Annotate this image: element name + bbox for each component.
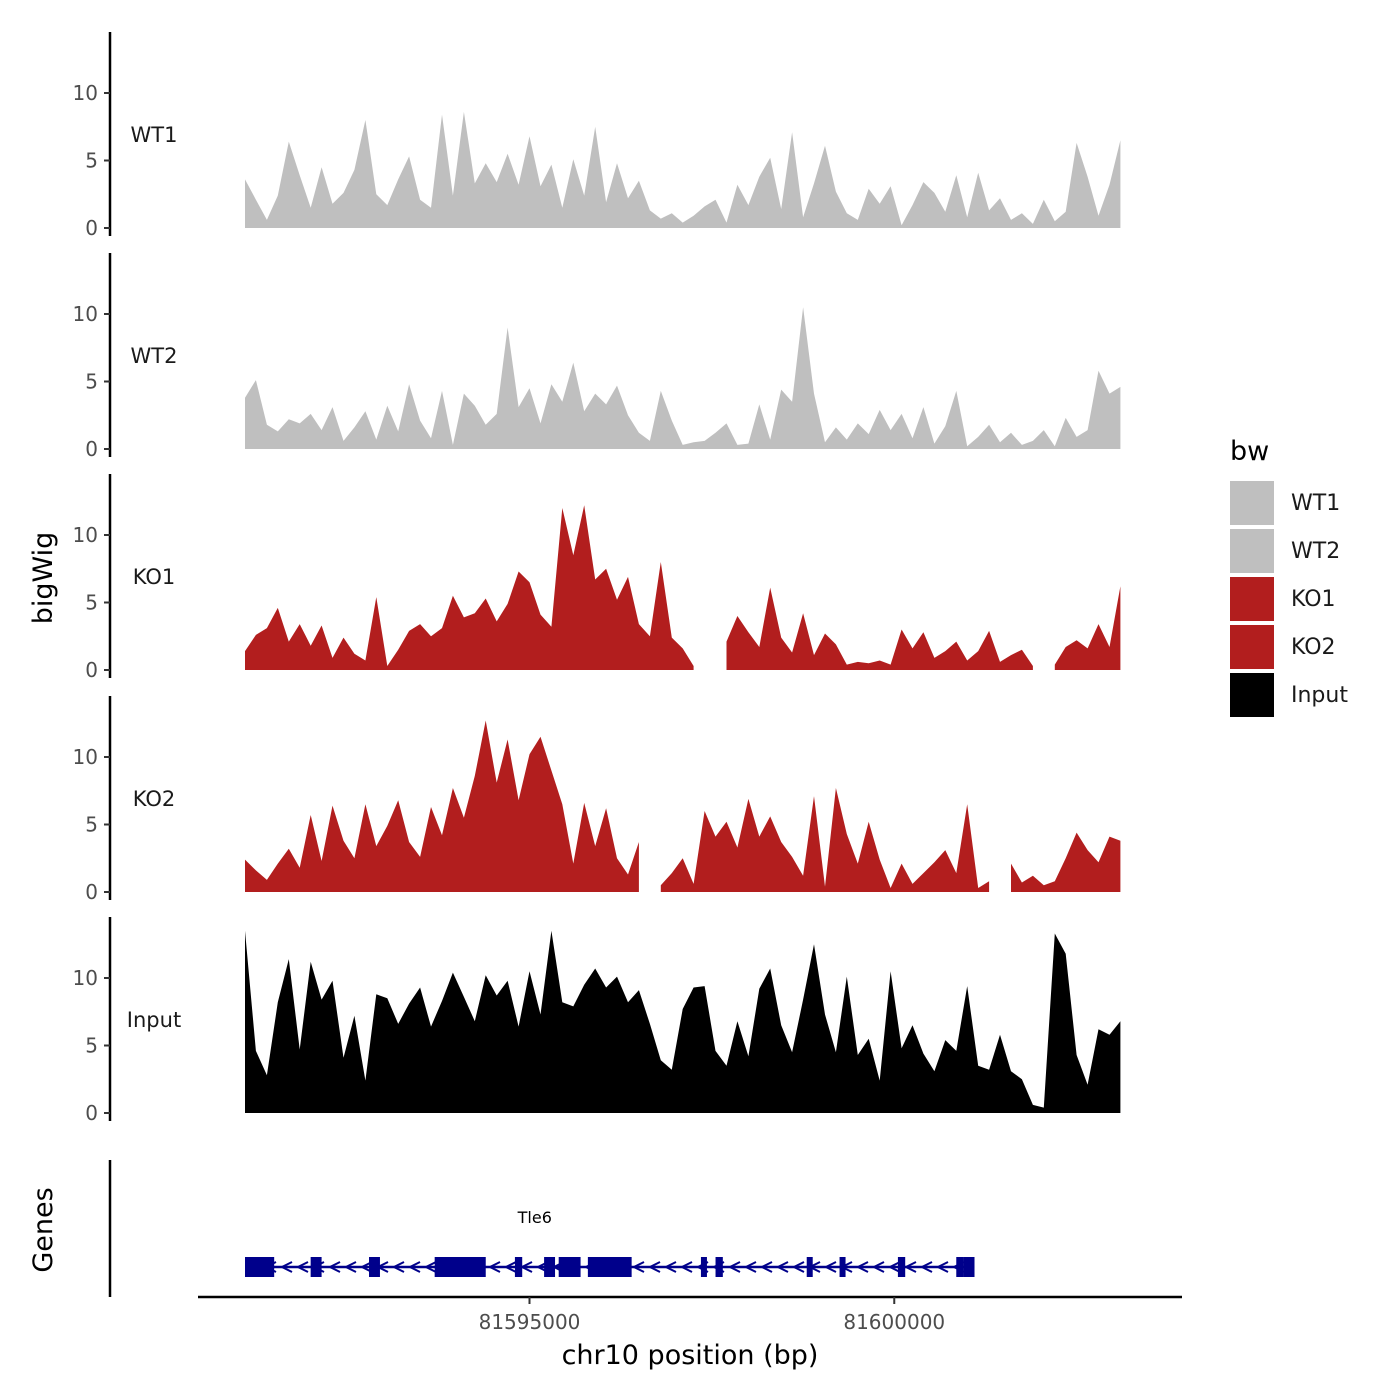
area-ko1-2: [1054, 586, 1121, 670]
gene-exon: [806, 1257, 813, 1277]
strand-arrow: [423, 1261, 437, 1273]
strand-arrow: [503, 1261, 517, 1273]
gene-exon: [434, 1257, 486, 1277]
gene-exon: [897, 1257, 906, 1277]
x-axis-title: chr10 position (bp): [562, 1340, 819, 1371]
x-tick-label: 81600000: [843, 1310, 945, 1334]
strand-arrow: [903, 1261, 917, 1273]
legend-label-wt2: WT2: [1291, 539, 1340, 564]
strand-arrow: [823, 1261, 837, 1273]
strand-arrow: [727, 1261, 741, 1273]
area-ko1-0: [245, 505, 694, 670]
gene-track: Tle6: [108, 1160, 975, 1297]
track-wt1: 0 5 10 WT1: [73, 32, 1121, 240]
track-label-wt2: WT2: [131, 344, 178, 368]
coverage-tracks: 0 5 10 WT1 0 5 10 WT2 0 5 10 KO1 0 5 10 KO2 0 5 10 Input: [73, 32, 1121, 1125]
legend-swatch-wt2: [1228, 527, 1276, 575]
legend: bw WT1 WT2 KO1 KO2 Input: [1228, 436, 1348, 719]
legend-label-ko2: KO2: [1291, 635, 1336, 660]
gene-exon: [245, 1257, 275, 1277]
gene-tle6: Tle6: [245, 1208, 975, 1277]
gene-exon: [700, 1257, 707, 1277]
x-axis: 81595000 81600000: [198, 1295, 1182, 1334]
gene-exon: [310, 1257, 322, 1277]
legend-label-input: Input: [1291, 683, 1348, 708]
gene-exon: [514, 1257, 523, 1277]
gene-exon: [956, 1257, 964, 1277]
y-axis-title: bigWig: [28, 532, 59, 625]
strand-arrow: [663, 1261, 677, 1273]
strand-arrow: [855, 1261, 869, 1273]
area-input-0: [245, 930, 1121, 1113]
area-ko1-1: [726, 587, 1033, 670]
track-wt2: 0 5 10 WT2: [73, 253, 1121, 461]
strand-arrow: [919, 1261, 933, 1273]
strand-arrow: [487, 1261, 501, 1273]
area-ko2-0: [245, 720, 639, 892]
strand-arrow: [407, 1261, 421, 1273]
strand-arrow: [279, 1261, 293, 1273]
strand-arrow: [887, 1261, 901, 1273]
legend-swatch-ko2: [1228, 623, 1276, 671]
strand-arrow: [343, 1261, 357, 1273]
strand-arrow: [775, 1261, 789, 1273]
y-tick-label: 5: [85, 591, 98, 615]
gene-exon: [587, 1257, 632, 1277]
track-label-input: Input: [127, 1008, 181, 1032]
gene-exon: [839, 1257, 846, 1277]
y-tick-label: 5: [85, 149, 98, 173]
legend-swatch-input: [1228, 671, 1276, 719]
strand-arrow: [743, 1261, 757, 1273]
y-tick-label: 10: [73, 302, 98, 326]
strand-arrow: [791, 1261, 805, 1273]
x-tick-label: 81595000: [479, 1310, 581, 1334]
y-tick-label: 10: [73, 966, 98, 990]
track-input: 0 5 10 Input: [73, 917, 1121, 1125]
area-wt2-0: [245, 307, 1121, 449]
strand-arrow: [871, 1261, 885, 1273]
gene-exon: [369, 1257, 380, 1277]
gene-track-title: Genes: [28, 1187, 59, 1272]
track-label-ko2: KO2: [133, 787, 176, 811]
gene-label: Tle6: [517, 1208, 552, 1227]
y-tick-label: 10: [73, 745, 98, 769]
track-label-ko1: KO1: [133, 565, 176, 589]
strand-arrow: [327, 1261, 341, 1273]
legend-swatch-wt1: [1228, 479, 1276, 527]
strand-arrow: [759, 1261, 773, 1273]
track-ko2: 0 5 10 KO2: [73, 696, 1121, 904]
strand-arrow: [647, 1261, 661, 1273]
area-ko2-1: [660, 788, 990, 892]
y-tick-label: 10: [73, 523, 98, 547]
strand-arrow: [631, 1261, 645, 1273]
strand-arrow: [359, 1261, 373, 1273]
y-tick-label: 5: [85, 1034, 98, 1058]
area-wt1-0: [245, 111, 1121, 228]
track-ko1: 0 5 10 KO1: [73, 474, 1121, 682]
strand-arrow: [679, 1261, 693, 1273]
gene-exon: [963, 1257, 975, 1277]
gene-exon: [715, 1257, 723, 1277]
y-tick-label: 0: [85, 880, 98, 904]
y-tick-label: 0: [85, 1101, 98, 1125]
y-tick-label: 0: [85, 658, 98, 682]
area-ko2-2: [1011, 832, 1121, 892]
track-label-wt1: WT1: [131, 123, 178, 147]
legend-title: bw: [1230, 436, 1269, 467]
gene-exon: [544, 1257, 556, 1277]
y-tick-label: 5: [85, 370, 98, 394]
legend-label-ko1: KO1: [1291, 587, 1336, 612]
legend-swatch-ko1: [1228, 575, 1276, 623]
gene-exon: [558, 1257, 581, 1277]
y-tick-label: 0: [85, 216, 98, 240]
y-tick-label: 5: [85, 813, 98, 837]
legend-label-wt1: WT1: [1291, 491, 1340, 516]
y-tick-label: 10: [73, 81, 98, 105]
strand-arrow: [391, 1261, 405, 1273]
y-tick-label: 0: [85, 437, 98, 461]
strand-arrow: [295, 1261, 309, 1273]
strand-arrow: [935, 1261, 949, 1273]
